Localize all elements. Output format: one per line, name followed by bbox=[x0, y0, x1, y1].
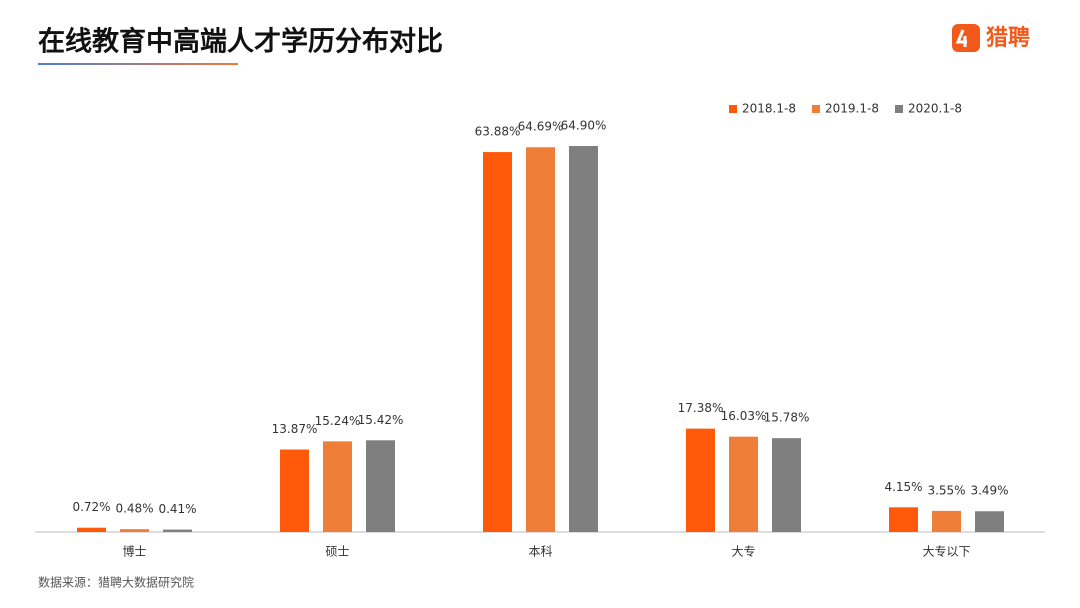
legend-label: 2018.1-8 bbox=[742, 102, 796, 116]
value-label: 0.48% bbox=[115, 502, 153, 516]
chart-title: 在线教育中高端人才学历分布对比 bbox=[38, 26, 443, 58]
value-label: 13.87% bbox=[272, 422, 318, 436]
bar bbox=[526, 147, 555, 532]
value-label: 0.72% bbox=[72, 500, 110, 514]
logo-glyph bbox=[955, 29, 967, 47]
bar bbox=[729, 436, 758, 532]
legend-swatch bbox=[895, 105, 903, 113]
source: 数据来源：猎聘大数据研究院 bbox=[38, 575, 194, 590]
value-label: 15.42% bbox=[358, 413, 404, 427]
value-label: 64.69% bbox=[518, 120, 564, 134]
bar bbox=[889, 507, 918, 532]
value-label: 4.15% bbox=[884, 480, 922, 494]
bar bbox=[932, 510, 961, 532]
bar bbox=[280, 449, 309, 532]
title-underline bbox=[38, 63, 238, 65]
value-label: 0.41% bbox=[158, 502, 196, 516]
bar bbox=[366, 440, 395, 532]
value-label: 15.78% bbox=[764, 411, 810, 425]
bar bbox=[686, 428, 715, 532]
bar bbox=[120, 529, 149, 532]
value-label: 15.24% bbox=[315, 414, 361, 428]
value-label: 17.38% bbox=[678, 401, 724, 415]
value-label: 63.88% bbox=[475, 125, 521, 139]
bar bbox=[569, 146, 598, 532]
bar bbox=[323, 441, 352, 532]
bar bbox=[975, 511, 1004, 532]
brand: 猎聘 bbox=[986, 26, 1030, 51]
bar bbox=[483, 152, 512, 532]
bar bbox=[77, 527, 106, 532]
x-tick-label: 大专以下 bbox=[922, 544, 970, 559]
value-label: 3.49% bbox=[970, 484, 1008, 498]
legend-label: 2020.1-8 bbox=[908, 102, 962, 116]
x-tick-label: 本科 bbox=[528, 545, 552, 559]
legend-swatch bbox=[812, 105, 820, 113]
x-tick-label: 大专 bbox=[731, 544, 755, 559]
x-tick-label: 博士 bbox=[122, 544, 146, 559]
bar bbox=[163, 529, 192, 532]
x-tick-label: 硕士 bbox=[325, 545, 349, 559]
value-label: 3.55% bbox=[927, 483, 965, 497]
value-label: 64.90% bbox=[561, 119, 607, 133]
value-label: 16.03% bbox=[721, 409, 767, 423]
bar bbox=[772, 438, 801, 532]
legend-label: 2019.1-8 bbox=[825, 102, 879, 116]
legend-swatch bbox=[729, 105, 737, 113]
